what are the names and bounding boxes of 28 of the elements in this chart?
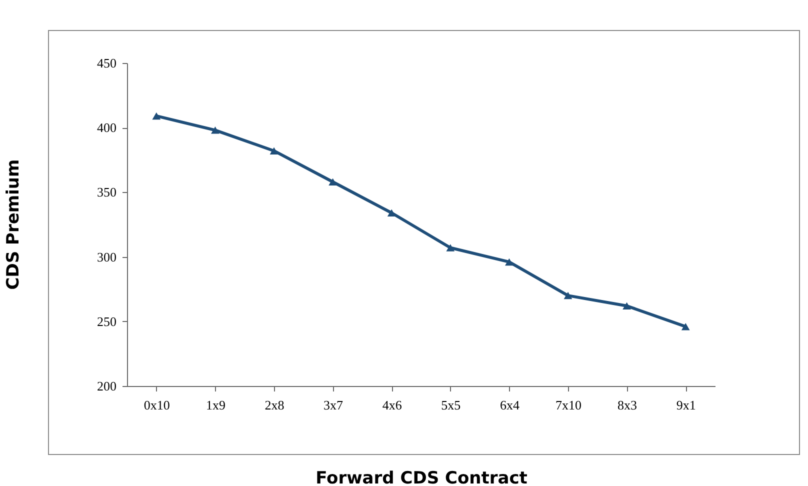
x-axis-title: Forward CDS Contract [316,468,528,486]
y-tick-label: 350 [97,184,116,200]
y-tick-label: 250 [97,314,116,329]
y-tick-label: 400 [97,120,116,136]
x-tick-label: 1x9 [206,398,226,412]
x-tick-label: 6x4 [500,398,520,412]
point [270,147,278,154]
x-tick-label: 7x10 [556,398,582,412]
point [681,322,690,330]
point [387,209,396,216]
point [152,112,161,120]
point [446,244,455,252]
x-tick-label: 3x7 [324,398,344,412]
point [564,292,572,300]
y-axis-title: CDS Premium [4,159,24,290]
y-tick-label: 450 [97,56,116,70]
x-tick-label: 4x6 [382,398,402,412]
point [505,258,514,266]
x-tick-label: 9x1 [676,398,696,412]
point [211,126,220,134]
point [328,178,337,186]
point [622,302,631,310]
x-tick-label: 8x3 [618,398,638,412]
x-tick-label: 0x10 [144,398,170,412]
y-tick-label: 300 [97,249,116,264]
x-tick-label: 5x5 [441,398,461,412]
x-tick-label: 2x8 [264,398,284,412]
y-tick-label: 200 [97,378,116,394]
